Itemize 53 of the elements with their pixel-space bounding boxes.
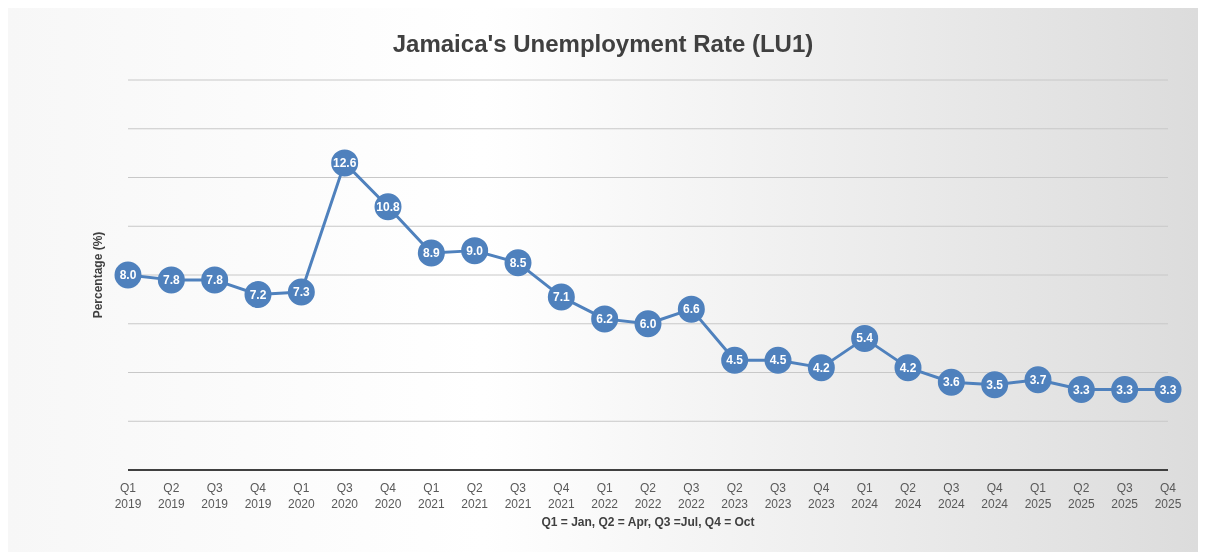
data-label: 8.5	[509, 255, 527, 270]
data-label: 3.3	[1116, 382, 1134, 397]
data-label: 7.3	[292, 285, 310, 300]
data-label: 10.8	[376, 199, 400, 214]
x-tick-label: Q1 2024	[851, 481, 879, 511]
data-label: 4.5	[769, 353, 787, 368]
data-label: 12.6	[332, 155, 357, 170]
data-label: 8.0	[119, 268, 137, 282]
data-label: 3.3	[1159, 382, 1177, 397]
x-tick-label: Q1 2021	[417, 481, 445, 511]
data-label: 4.5	[726, 353, 744, 368]
data-label: 9.0	[466, 243, 484, 258]
x-tick-label: Q3 2021	[504, 481, 532, 511]
x-tick-label: Q4 2025	[1154, 481, 1182, 511]
x-axis-title: Q1 = Jan, Q2 = Apr, Q3 =Jul, Q4 = Oct	[541, 515, 755, 529]
data-label: 3.6	[942, 375, 960, 390]
chart-title: Jamaica's Unemployment Rate (LU1)	[391, 29, 815, 59]
x-tick-label: Q3 2019	[201, 481, 229, 511]
data-label: 3.5	[986, 377, 1004, 392]
data-label: 4.2	[899, 360, 917, 375]
x-tick-label: Q4 2024	[981, 481, 1009, 511]
data-label: 6.0	[639, 316, 657, 331]
data-label: 7.8	[162, 272, 180, 287]
x-tick-label: Q2 2022	[634, 481, 662, 511]
data-label: 7.1	[552, 289, 570, 304]
data-label: 3.7	[1029, 372, 1047, 387]
data-label: 4.2	[812, 360, 830, 375]
x-tick-label: Q4 2023	[807, 481, 835, 511]
x-tick-label: Q3 2023	[764, 481, 792, 511]
data-label: 8.9	[422, 246, 440, 261]
data-label: 6.6	[682, 302, 700, 317]
x-tick-label: Q4 2021	[547, 481, 575, 511]
data-label: 5.4	[856, 331, 874, 346]
x-tick-label: Q2 2021	[461, 481, 489, 511]
x-tick-label: Q1 2019	[114, 481, 142, 511]
x-tick-label: Q3 2022	[677, 481, 705, 511]
data-label: 6.2	[596, 311, 614, 326]
x-tick-label: Q4 2019	[244, 481, 272, 511]
data-label: 3.3	[1072, 382, 1090, 397]
x-tick-label: Q2 2019	[157, 481, 185, 511]
x-tick-label: Q2 2024	[894, 481, 922, 511]
y-axis-title: Percentage (%)	[91, 231, 106, 319]
x-tick-label: Q1 2025	[1024, 481, 1052, 511]
x-tick-label: Q4 2020	[374, 481, 402, 511]
x-tick-label: Q1 2022	[591, 481, 619, 511]
x-tick-label: Q1 2020	[287, 481, 315, 511]
data-label: 7.2	[249, 287, 267, 302]
x-tick-label: Q3 2025	[1111, 481, 1139, 511]
data-label: 7.8	[206, 272, 224, 287]
x-tick-label: Q2 2025	[1067, 481, 1095, 511]
x-tick-label: Q3 2024	[937, 481, 965, 511]
x-tick-label: Q2 2023	[721, 481, 749, 511]
x-tick-label: Q3 2020	[331, 481, 359, 511]
